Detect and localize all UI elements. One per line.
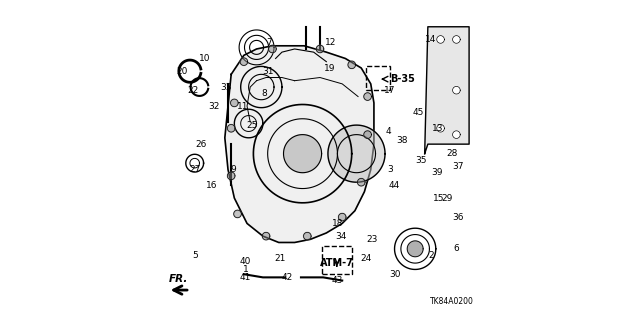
Polygon shape [425, 27, 469, 154]
Polygon shape [407, 241, 423, 257]
Text: 37: 37 [452, 162, 464, 171]
Text: 3: 3 [387, 165, 393, 174]
Text: 24: 24 [360, 254, 372, 263]
Text: 19: 19 [324, 63, 335, 73]
Text: 25: 25 [246, 121, 257, 130]
Polygon shape [262, 232, 270, 240]
Polygon shape [227, 124, 235, 132]
Polygon shape [269, 45, 276, 53]
Text: 35: 35 [416, 156, 428, 164]
Text: 39: 39 [431, 168, 443, 177]
Text: 2: 2 [428, 251, 434, 260]
Text: FR.: FR. [169, 274, 189, 284]
Text: 28: 28 [446, 149, 458, 158]
Polygon shape [328, 125, 385, 182]
Polygon shape [316, 45, 324, 53]
Text: 1: 1 [243, 265, 248, 274]
Polygon shape [364, 93, 371, 100]
Text: 15: 15 [433, 194, 445, 203]
Text: 36: 36 [452, 212, 464, 222]
Text: ATM-7: ATM-7 [320, 258, 354, 268]
Text: 9: 9 [230, 165, 236, 174]
Text: 22: 22 [188, 86, 199, 95]
Polygon shape [364, 131, 371, 139]
Text: 23: 23 [367, 235, 378, 244]
Text: 18: 18 [332, 219, 343, 228]
Text: 20: 20 [177, 67, 188, 76]
Text: 26: 26 [195, 140, 207, 148]
Polygon shape [234, 210, 241, 218]
Text: TK84A0200: TK84A0200 [429, 297, 474, 306]
Text: 27: 27 [189, 165, 200, 174]
Text: 8: 8 [262, 89, 268, 98]
Polygon shape [227, 172, 235, 180]
Polygon shape [230, 99, 238, 107]
Text: 4: 4 [385, 127, 391, 136]
Text: 11: 11 [237, 101, 248, 111]
Text: 12: 12 [325, 38, 337, 47]
Text: 44: 44 [389, 181, 400, 190]
Text: 43: 43 [332, 276, 343, 285]
Text: 32: 32 [208, 101, 220, 111]
Text: 10: 10 [198, 54, 210, 63]
Polygon shape [452, 36, 460, 43]
Text: 40: 40 [240, 257, 251, 266]
Text: 7: 7 [266, 38, 272, 47]
Polygon shape [452, 86, 460, 94]
Polygon shape [436, 124, 444, 132]
Polygon shape [303, 232, 311, 240]
Text: 16: 16 [206, 181, 218, 190]
Polygon shape [357, 178, 365, 186]
Text: 34: 34 [335, 232, 346, 241]
Text: 5: 5 [192, 251, 198, 260]
Polygon shape [284, 135, 321, 173]
Polygon shape [348, 61, 356, 68]
Polygon shape [225, 46, 374, 243]
Text: 42: 42 [281, 273, 292, 282]
Text: 33: 33 [221, 83, 232, 92]
Text: 14: 14 [426, 35, 436, 44]
Text: 6: 6 [454, 244, 460, 253]
Text: 21: 21 [275, 254, 286, 263]
Text: B-35: B-35 [390, 74, 415, 84]
Text: 38: 38 [397, 136, 408, 146]
Text: 17: 17 [384, 86, 396, 95]
Polygon shape [452, 131, 460, 139]
Polygon shape [436, 36, 444, 43]
Polygon shape [339, 213, 346, 221]
Text: 13: 13 [431, 124, 443, 133]
Text: 29: 29 [441, 194, 452, 203]
Text: 41: 41 [240, 273, 251, 282]
Text: 31: 31 [262, 67, 273, 76]
Polygon shape [240, 58, 248, 66]
Text: 30: 30 [388, 270, 400, 279]
Text: 45: 45 [413, 108, 424, 117]
